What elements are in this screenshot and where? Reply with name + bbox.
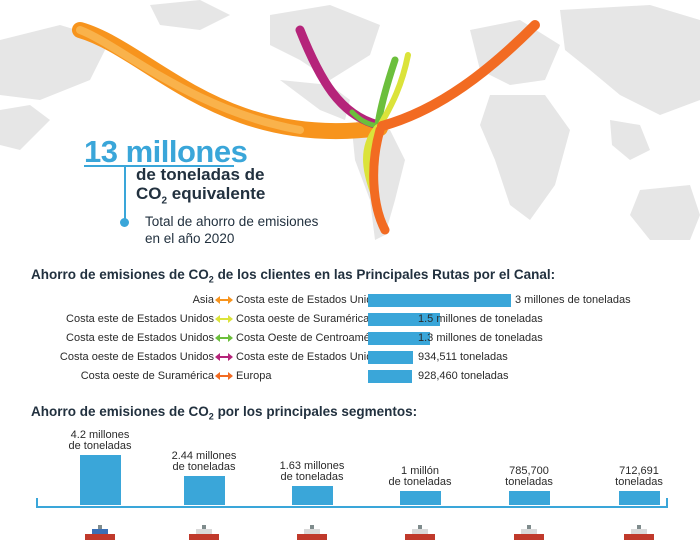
route-ribbons	[72, 20, 540, 235]
segments-baseline-cap-right	[666, 498, 668, 508]
route-origin-label: Costa este de Estados Unidos	[66, 332, 214, 344]
route-row: Costa este de Estados Unidos Costa oeste …	[0, 311, 700, 329]
route-bar	[368, 332, 430, 345]
segments-chart-title: Ahorro de emisiones de CO2 por los princ…	[31, 404, 417, 422]
route-destination-label: Costa Oeste de Centroamérica	[236, 332, 388, 344]
route-origin-label: Asia	[192, 294, 214, 306]
ship-icon	[85, 525, 115, 540]
route-row: Costa oeste de Estados Unidos Costa este …	[0, 349, 700, 367]
route-row: Asia Costa este de Estados Unidos 3 millon…	[0, 292, 700, 310]
segment-bar	[79, 455, 121, 505]
segment-bar	[618, 491, 660, 505]
double-arrow-icon	[215, 334, 233, 342]
segment-bar	[399, 491, 441, 505]
route-row: Costa oeste de Suramérica Europa 928,460 t…	[0, 368, 700, 386]
segment-value-line: 1.63 millones	[279, 460, 345, 472]
bullet-dot	[120, 218, 129, 227]
headline-divider	[84, 165, 234, 167]
segment-bar	[183, 476, 225, 505]
route-value-label: 928,460 toneladas	[418, 370, 509, 382]
double-arrow-icon	[215, 372, 233, 380]
route-destination-label: Costa este de Estados Unidos	[236, 294, 384, 306]
route-origin-label: Costa oeste de Estados Unidos	[59, 351, 214, 363]
route-value-label: 934,511 toneladas	[418, 351, 508, 363]
segment-value-line: 1 millón	[401, 465, 439, 477]
route-ribbon-green-small	[349, 109, 381, 129]
segment-value-line: 2.44 millones	[171, 450, 237, 462]
double-arrow-icon	[215, 353, 233, 361]
segment-value-line: toneladas	[615, 476, 663, 488]
route-bar	[368, 294, 511, 307]
segment-bar	[508, 491, 550, 505]
route-bar	[368, 351, 413, 364]
route-value-label: 1.3 millones de toneladas	[418, 332, 543, 344]
segment-value-line: de toneladas	[172, 461, 236, 473]
headline-subtitle-line1: de toneladas de	[136, 165, 265, 184]
routes-title-post: de los clientes en las Principales Rutas…	[213, 267, 556, 282]
segment-value-line: 712,691	[619, 465, 659, 477]
equivalente-text: equivalente	[167, 184, 266, 203]
world-map-graphic	[0, 0, 700, 240]
ship-icon	[624, 525, 654, 540]
segment-value-label: 1.63 millones de toneladas	[257, 461, 367, 483]
ship-icon	[514, 525, 544, 540]
routes-chart-title: Ahorro de emisiones de CO2 de los client…	[31, 267, 555, 285]
segment-value-line: de toneladas	[68, 440, 132, 452]
route-row: Costa este de Estados Unidos Costa Oeste …	[0, 330, 700, 348]
route-destination-label: Costa este de Estados Unidos	[236, 351, 384, 363]
segment-value-label: 4.2 millones de toneladas	[45, 430, 155, 452]
segments-baseline	[36, 506, 668, 508]
segment-value-label: 2.44 millones de toneladas	[149, 451, 259, 473]
segment-bar	[291, 486, 333, 505]
route-value-label: 3 millones de toneladas	[515, 294, 631, 306]
route-bar	[368, 370, 412, 383]
segment-value-label: 785,700 toneladas	[474, 466, 584, 488]
route-origin-label: Costa este de Estados Unidos	[66, 313, 214, 325]
world-map-routes	[0, 0, 700, 262]
headline-subtitle-line2: CO2 equivalente	[136, 184, 265, 210]
double-arrow-icon	[215, 315, 233, 323]
routes-title-sub: 2	[208, 274, 214, 285]
route-ribbon-europe	[377, 20, 540, 131]
segments-title-pre: Ahorro de emisiones de CO	[31, 404, 209, 419]
segment-value-line: de toneladas	[388, 476, 452, 488]
ship-icon	[405, 525, 435, 540]
segment-value-label: 1 millón de toneladas	[365, 466, 475, 488]
route-destination-label: Europa	[236, 370, 272, 382]
headline-connector	[124, 165, 126, 223]
ship-icon	[189, 525, 219, 540]
route-bar	[368, 313, 440, 326]
segments-baseline-cap-left	[36, 498, 38, 508]
segments-title-post: por los principales segmentos:	[213, 404, 418, 419]
route-destination-label: Costa oeste de Suramérica	[236, 313, 370, 325]
segment-value-line: de toneladas	[280, 471, 344, 483]
ship-icon	[297, 525, 327, 540]
co-text: CO	[136, 184, 162, 203]
total-caption-line2: en el año 2020	[145, 231, 235, 246]
segment-value-line: toneladas	[505, 476, 553, 488]
total-caption-line1: Total de ahorro de emisiones	[145, 214, 319, 229]
route-ribbon-orange-south	[369, 125, 390, 235]
route-ribbon-asia-highlight	[76, 26, 304, 134]
segments-title-sub: 2	[208, 411, 214, 422]
headline-total: 13 millones	[84, 134, 248, 169]
route-value-label: 1.5 millones de toneladas	[418, 313, 543, 325]
segment-value-line: 4.2 millones	[70, 429, 130, 441]
routes-title-pre: Ahorro de emisiones de CO	[31, 267, 209, 282]
segment-value-label: 712,691 toneladas	[584, 466, 694, 488]
route-origin-label: Costa oeste de Suramérica	[80, 370, 214, 382]
double-arrow-icon	[215, 296, 233, 304]
route-ribbon-green	[374, 56, 399, 129]
segment-value-line: 785,700	[509, 465, 549, 477]
co-subscript: 2	[161, 195, 168, 207]
co2-label: CO2	[136, 184, 168, 207]
